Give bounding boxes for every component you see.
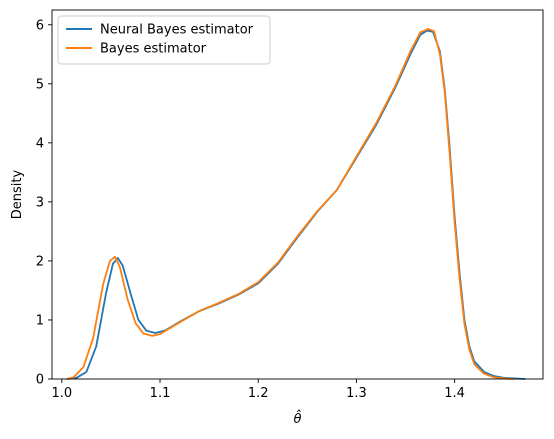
x-axis-label: θ̂ (294, 410, 302, 427)
y-tick-label: 5 (36, 77, 44, 92)
x-tick-label: 1.1 (150, 386, 171, 401)
series-layer (66, 27, 526, 380)
plot-frame (51, 9, 544, 380)
y-tick-label: 3 (36, 195, 44, 210)
y-tick-label: 4 (36, 136, 44, 151)
y-tick-label: 0 (36, 373, 44, 388)
x-tick-label: 1.4 (444, 386, 465, 401)
y-axis-label: Density (10, 169, 25, 219)
legend: Neural Bayes estimator Bayes estimator (57, 15, 271, 65)
y-tick-label: 1 (36, 313, 44, 328)
ticks-layer: 1.0 1.1 1.2 1.3 1.4 0 1 2 3 4 5 6 (36, 18, 465, 401)
x-tick-label: 1.0 (51, 386, 72, 401)
y-tick-label: 6 (36, 18, 44, 33)
series-line-neural-bayes (66, 29, 526, 380)
series-line-bayes (66, 27, 514, 380)
legend-label-neural: Neural Bayes estimator (100, 23, 254, 38)
y-tick-label: 2 (36, 254, 44, 269)
x-tick-label: 1.2 (248, 386, 269, 401)
legend-label-bayes: Bayes estimator (100, 42, 207, 57)
legend-box (57, 15, 271, 65)
x-tick-label: 1.3 (346, 386, 367, 401)
